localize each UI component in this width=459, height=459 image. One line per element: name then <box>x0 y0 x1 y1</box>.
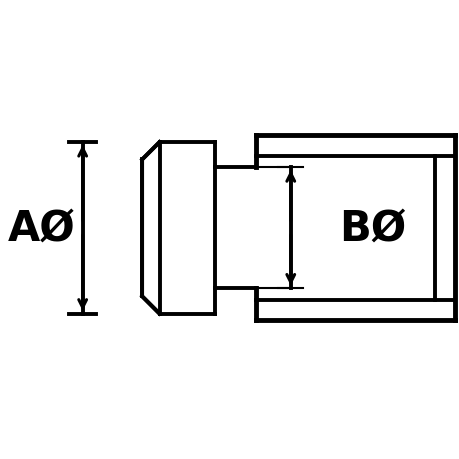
Text: BØ: BØ <box>339 207 406 249</box>
Text: AØ: AØ <box>8 207 75 249</box>
